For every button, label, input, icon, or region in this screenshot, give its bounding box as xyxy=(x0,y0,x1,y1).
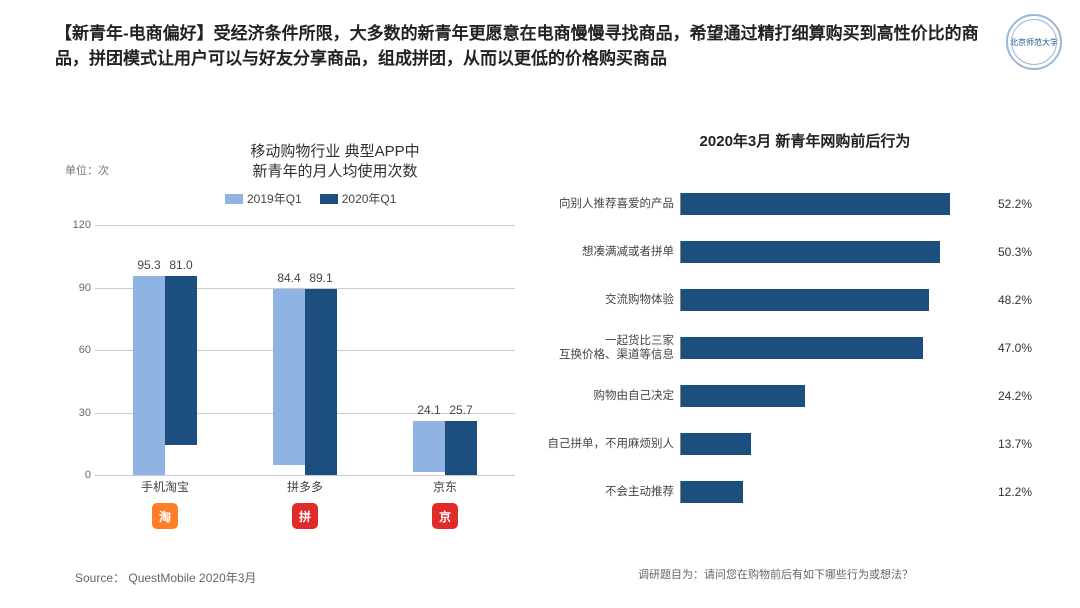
hbar-axis-line xyxy=(680,289,681,311)
left-chart-legend: 2019年Q1 2020年Q1 xyxy=(225,190,396,207)
y-tick: 0 xyxy=(85,469,91,481)
legend-item-2019q1: 2019年Q1 xyxy=(225,190,302,207)
hbar-value-label: 24.2% xyxy=(990,389,1032,403)
hbar-fill xyxy=(680,289,929,311)
hbar-axis-line xyxy=(680,433,681,455)
hbar-value-label: 52.2% xyxy=(990,197,1032,211)
hbar-value-label: 50.3% xyxy=(990,245,1032,259)
hbar-fill xyxy=(680,337,923,359)
page-title: 【新青年-电商偏好】受经济条件所限，大多数的新青年更愿意在电商慢慢寻找商品，希望… xyxy=(55,22,990,71)
bar-group: 95.381.0手机淘宝淘 xyxy=(120,276,210,475)
university-logo: 北京师范大学 xyxy=(1006,14,1062,70)
legend-label-2020q1: 2020年Q1 xyxy=(342,190,397,207)
x-category-label: 京东 xyxy=(433,478,457,495)
left-chart-title-line1: 移动购物行业 典型APP中 xyxy=(185,142,485,162)
hbar-fill xyxy=(680,241,940,263)
hbar-label: 自己拼单，不用麻烦别人 xyxy=(545,437,680,451)
hbar-axis-line xyxy=(680,385,681,407)
y-tick: 90 xyxy=(79,282,91,294)
bar: 24.1 xyxy=(413,421,445,471)
right-bar-chart: 2020年3月 新青年网购前后行为 向别人推荐喜爱的产品 52.2% 想凑满减或者拼… xyxy=(545,130,1065,570)
bar-group: 24.125.7京东京 xyxy=(400,421,490,475)
hbar-value-label: 12.2% xyxy=(990,485,1032,499)
y-tick: 120 xyxy=(73,219,91,231)
y-axis: 0306090120 xyxy=(65,225,95,475)
bar: 81.0 xyxy=(165,276,197,445)
hbar-row: 不会主动推荐 12.2% xyxy=(545,474,1032,510)
hbar-value-label: 48.2% xyxy=(990,293,1032,307)
legend-swatch-2020q1 xyxy=(320,194,338,204)
app-icon: 京 xyxy=(432,503,458,529)
y-tick: 30 xyxy=(79,407,91,419)
hbar-track xyxy=(680,385,990,407)
bar: 95.3 xyxy=(133,276,165,475)
right-chart-footnote: 调研题目为：请问您在购物前后有如下哪些行为或想法？ xyxy=(638,566,913,582)
bar-value-label: 24.1 xyxy=(417,403,440,417)
hbar-label: 向别人推荐喜爱的产品 xyxy=(545,197,680,211)
source-text: Source： QuestMobile 2020年3月 xyxy=(75,569,256,586)
bar-group: 84.489.1拼多多拼 xyxy=(260,289,350,475)
bar: 89.1 xyxy=(305,289,337,475)
right-chart-title: 2020年3月 新青年网购前后行为 xyxy=(545,130,1065,151)
hbar-axis-line xyxy=(680,241,681,263)
hbar-track xyxy=(680,241,990,263)
left-chart-title-line2: 新青年的月人均使用次数 xyxy=(185,162,485,182)
gridline xyxy=(95,475,515,476)
hbar-row: 一起货比三家互换价格、渠道等信息 47.0% xyxy=(545,330,1032,366)
bar-value-label: 84.4 xyxy=(277,271,300,285)
hbar-axis-line xyxy=(680,337,681,359)
hbar-axis-line xyxy=(680,193,681,215)
bar: 84.4 xyxy=(273,289,305,465)
legend-swatch-2019q1 xyxy=(225,194,243,204)
hbar-axis-line xyxy=(680,481,681,503)
hbar-row: 向别人推荐喜爱的产品 52.2% xyxy=(545,186,1032,222)
app-icon: 淘 xyxy=(152,503,178,529)
hbar-row: 购物由自己决定 24.2% xyxy=(545,378,1032,414)
left-chart-plot: 0306090120 95.381.0手机淘宝淘84.489.1拼多多拼24.1… xyxy=(95,225,515,475)
hbar-label: 想凑满减或者拼单 xyxy=(545,245,680,259)
app-icon: 拼 xyxy=(292,503,318,529)
hbar-track xyxy=(680,193,990,215)
left-chart-unit: 单位：次 xyxy=(65,162,109,178)
left-bar-chart: 移动购物行业 典型APP中 新青年的月人均使用次数 单位：次 2019年Q1 2… xyxy=(65,160,525,560)
hbar-track xyxy=(680,481,990,503)
bar-value-label: 89.1 xyxy=(309,271,332,285)
hbar-row: 想凑满减或者拼单 50.3% xyxy=(545,234,1032,270)
legend-item-2020q1: 2020年Q1 xyxy=(320,190,397,207)
hbar-row: 交流购物体验 48.2% xyxy=(545,282,1032,318)
bar-value-label: 95.3 xyxy=(137,258,160,272)
legend-label-2019q1: 2019年Q1 xyxy=(247,190,302,207)
logo-text: 北京师范大学 xyxy=(1010,37,1058,48)
hbar-label: 不会主动推荐 xyxy=(545,485,680,499)
bar: 25.7 xyxy=(445,421,477,475)
hbar-fill xyxy=(680,433,751,455)
bar-value-label: 25.7 xyxy=(449,403,472,417)
left-chart-title: 移动购物行业 典型APP中 新青年的月人均使用次数 xyxy=(185,142,485,183)
hbar-label: 一起货比三家互换价格、渠道等信息 xyxy=(545,334,680,363)
bar-value-label: 81.0 xyxy=(169,258,192,272)
hbar-label: 交流购物体验 xyxy=(545,293,680,307)
x-category-label: 拼多多 xyxy=(287,478,323,495)
hbar-value-label: 47.0% xyxy=(990,341,1032,355)
x-category-label: 手机淘宝 xyxy=(141,478,189,495)
hbar-track xyxy=(680,337,990,359)
gridline xyxy=(95,225,515,226)
hbar-fill xyxy=(680,193,950,215)
y-tick: 60 xyxy=(79,344,91,356)
hbar-fill xyxy=(680,481,743,503)
hbar-label: 购物由自己决定 xyxy=(545,389,680,403)
hbar-fill xyxy=(680,385,805,407)
hbar-value-label: 13.7% xyxy=(990,437,1032,451)
hbar-row: 自己拼单，不用麻烦别人 13.7% xyxy=(545,426,1032,462)
hbar-track xyxy=(680,289,990,311)
hbar-track xyxy=(680,433,990,455)
